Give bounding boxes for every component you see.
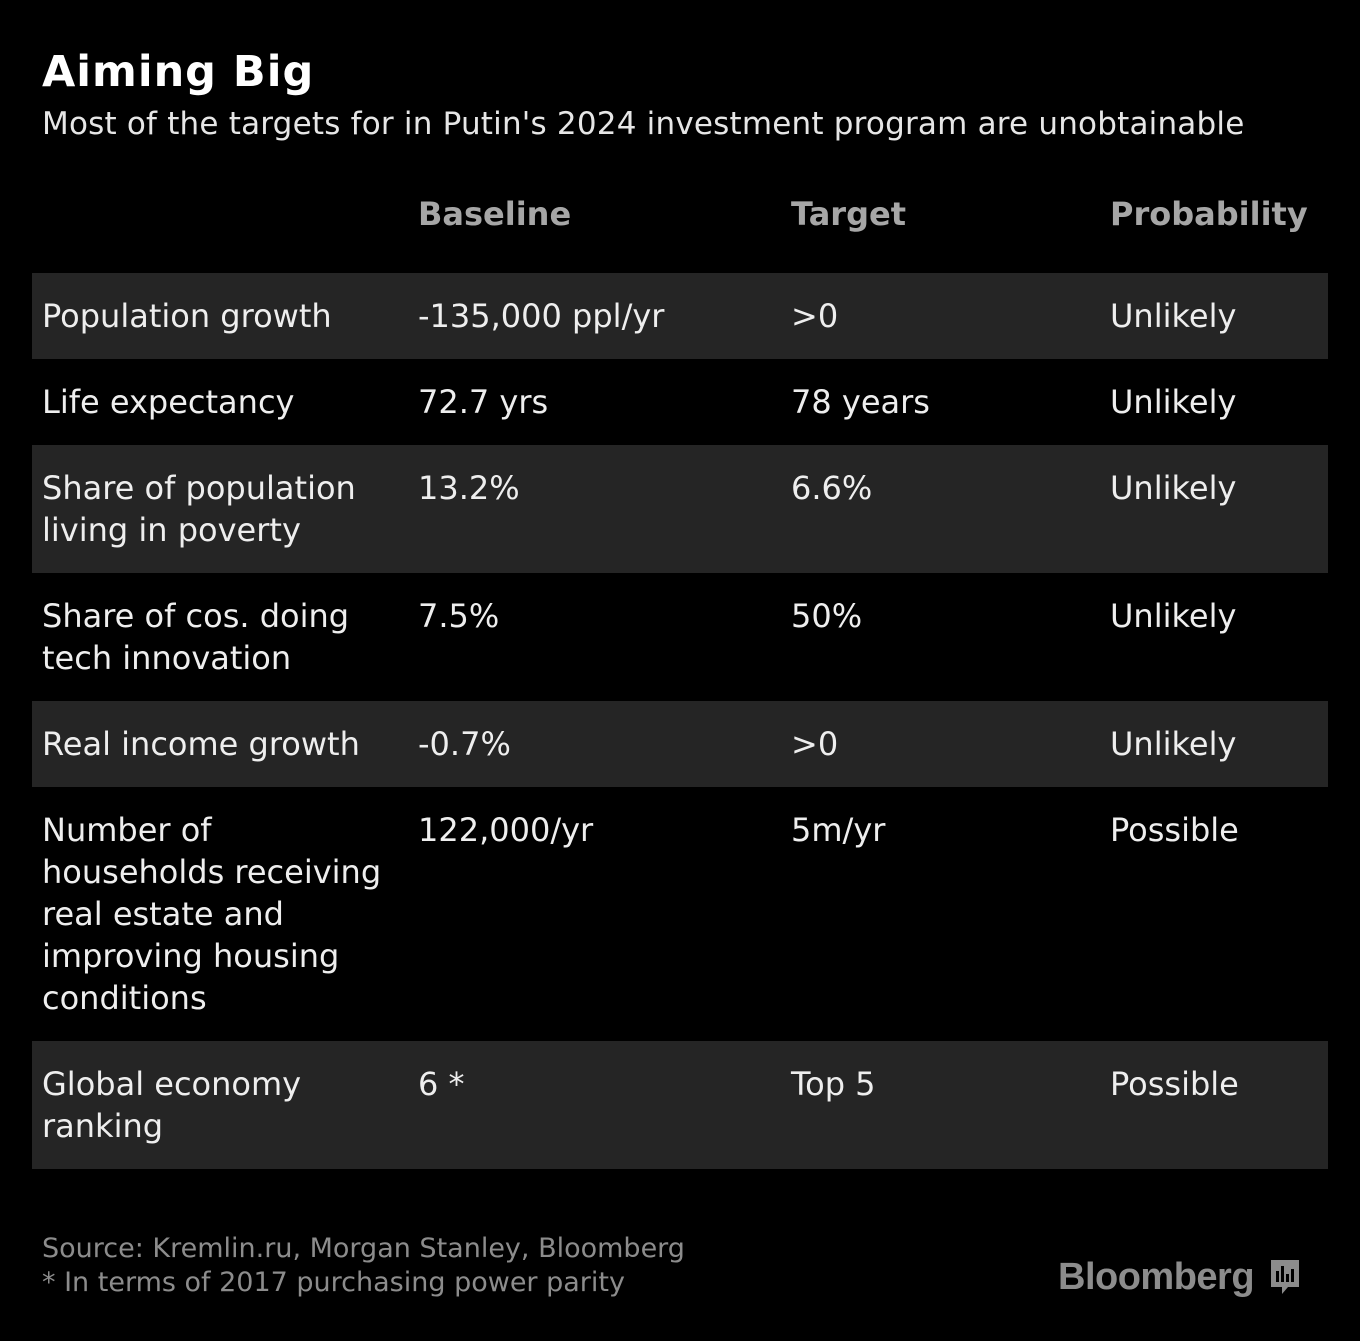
table-row: Real income growth -0.7% >0 Unlikely — [32, 701, 1328, 787]
target-cell: 6.6% — [791, 469, 873, 507]
table-row: Share of cos. doing tech innovation 7.5%… — [32, 573, 1328, 701]
baseline-cell: -0.7% — [418, 725, 511, 763]
baseline-cell: 72.7 yrs — [418, 383, 549, 421]
baseline-cell: 13.2% — [418, 469, 520, 507]
target-cell: Top 5 — [791, 1065, 876, 1103]
probability-cell: Unlikely — [1110, 725, 1237, 763]
targets-table: Population growth -135,000 ppl/yr >0 Unl… — [32, 273, 1328, 1169]
target-cell: 50% — [791, 597, 863, 635]
footnote: * In terms of 2017 purchasing power pari… — [42, 1267, 625, 1298]
row-label: Population growth — [42, 297, 332, 335]
target-cell: 5m/yr — [791, 811, 886, 849]
baseline-cell: -135,000 ppl/yr — [418, 297, 665, 335]
row-label: Life expectancy — [42, 383, 295, 421]
baseline-cell: 7.5% — [418, 597, 500, 635]
brand-name: Bloomberg — [1058, 1255, 1255, 1298]
table-row: Life expectancy 72.7 yrs 78 years Unlike… — [32, 359, 1328, 445]
table-row: Population growth -135,000 ppl/yr >0 Unl… — [32, 273, 1328, 359]
target-cell: 78 years — [791, 383, 930, 421]
chart-footer: Source: Kremlin.ru, Morgan Stanley, Bloo… — [42, 1232, 685, 1300]
row-label: Share of cos. doing tech innovation — [42, 597, 350, 677]
table-row: Global economy ranking 6 * Top 5 Possibl… — [32, 1041, 1328, 1169]
target-cell: >0 — [791, 297, 839, 335]
row-label: Real income growth — [42, 725, 360, 763]
table-row: Share of population living in poverty 13… — [32, 445, 1328, 573]
probability-cell: Possible — [1110, 1065, 1239, 1103]
probability-cell: Unlikely — [1110, 469, 1237, 507]
probability-cell: Unlikely — [1110, 297, 1237, 335]
source-note: Source: Kremlin.ru, Morgan Stanley, Bloo… — [42, 1233, 685, 1264]
probability-cell: Unlikely — [1110, 383, 1237, 421]
target-cell: >0 — [791, 725, 839, 763]
probability-cell: Possible — [1110, 811, 1239, 849]
table-row: Number of households receiving real esta… — [32, 787, 1328, 1041]
baseline-cell: 6 * — [418, 1065, 465, 1103]
baseline-cell: 122,000/yr — [418, 811, 594, 849]
row-label: Share of population living in poverty — [42, 469, 356, 549]
probability-cell: Unlikely — [1110, 597, 1237, 635]
bloomberg-chart-icon — [1271, 1260, 1300, 1294]
column-header-probability: Probability — [1110, 195, 1308, 233]
chart-title: Aiming Big — [42, 47, 315, 97]
table-header: Baseline Target Probability — [32, 192, 1328, 240]
row-label: Number of households receiving real esta… — [42, 811, 382, 1017]
row-label: Global economy ranking — [42, 1065, 302, 1145]
chart-subtitle: Most of the targets for in Putin's 2024 … — [42, 106, 1245, 142]
column-header-baseline: Baseline — [418, 195, 572, 233]
bloomberg-logo: Bloomberg — [1058, 1252, 1302, 1302]
column-header-target: Target — [791, 195, 906, 233]
